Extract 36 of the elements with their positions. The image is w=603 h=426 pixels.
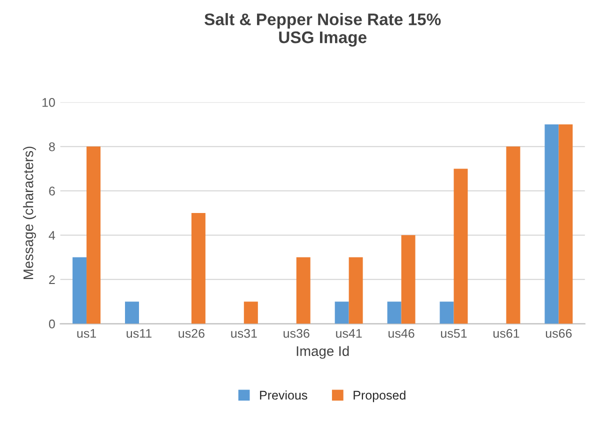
bar bbox=[558, 124, 573, 324]
bar bbox=[334, 302, 349, 324]
bar bbox=[72, 257, 87, 324]
x-tick-label: us36 bbox=[284, 328, 310, 338]
chart-title: Salt & Pepper Noise Rate 15% USG Image bbox=[204, 13, 441, 47]
bar bbox=[401, 235, 416, 324]
bar bbox=[191, 213, 206, 324]
bar bbox=[244, 302, 258, 324]
x-tick-label: us46 bbox=[388, 328, 414, 338]
x-tick-label: us51 bbox=[441, 329, 467, 338]
y-tick-label: 8 bbox=[49, 142, 55, 152]
x-tick-label: us1 bbox=[77, 329, 96, 338]
bar bbox=[348, 257, 363, 324]
bar bbox=[440, 302, 454, 324]
y-tick-label: 2 bbox=[49, 275, 55, 284]
bar bbox=[296, 257, 310, 324]
x-tick-label: us41 bbox=[336, 329, 362, 338]
x-axis-title: Image Id bbox=[296, 346, 349, 359]
bar bbox=[454, 168, 468, 324]
y-tick-label: 6 bbox=[49, 186, 55, 196]
y-tick-label: 0 bbox=[48, 320, 55, 328]
x-tick-label: us26 bbox=[178, 328, 204, 338]
bar bbox=[86, 146, 101, 324]
x-tick-label: us31 bbox=[231, 328, 257, 338]
legend-label: Previous bbox=[260, 390, 308, 400]
bar bbox=[506, 146, 520, 324]
x-tick-label: us66 bbox=[546, 328, 572, 338]
y-tick-label: 4 bbox=[48, 231, 56, 240]
y-axis-title: Message (characters) bbox=[23, 146, 36, 280]
y-tick-label: 10 bbox=[42, 98, 55, 107]
bar bbox=[387, 302, 402, 324]
x-tick-label: us11 bbox=[126, 329, 152, 338]
bar bbox=[544, 124, 559, 324]
x-tick-label: us61 bbox=[493, 328, 520, 338]
bar bbox=[125, 302, 139, 324]
legend-label: Proposed bbox=[354, 390, 406, 402]
